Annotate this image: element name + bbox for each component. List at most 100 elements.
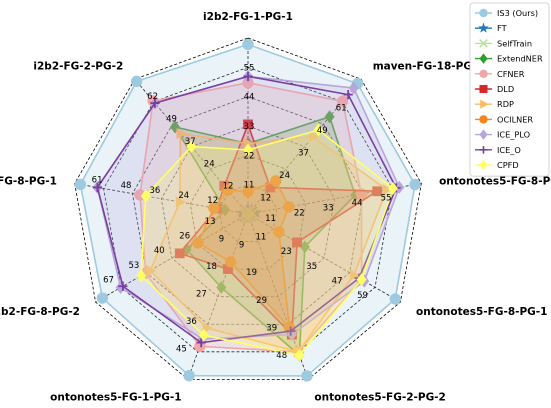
grid-ring — [160, 125, 336, 298]
data-point — [308, 131, 320, 143]
tick-label: 37 — [298, 148, 309, 158]
legend-label: FT — [497, 23, 508, 33]
tick-label: 33 — [323, 204, 334, 214]
axis-label: ontonotes5-FG-1-PG-1 — [50, 391, 181, 403]
data-point — [336, 95, 349, 107]
legend-marker — [479, 159, 488, 171]
data-point — [343, 90, 353, 100]
tick-label: 22 — [244, 151, 255, 161]
data-point — [324, 110, 335, 124]
data-point — [240, 206, 252, 218]
grid-spoke — [247, 213, 401, 303]
data-point — [273, 226, 285, 238]
tick-label: 37 — [185, 137, 196, 147]
series-selftrain — [239, 205, 258, 223]
data-point — [292, 237, 302, 248]
data-point — [356, 273, 367, 287]
grid-spoke — [74, 183, 249, 215]
axis-label: ontonotes5-FG-8-PG-2 — [439, 175, 551, 187]
legend-item: OCILNER — [475, 114, 533, 124]
data-point — [224, 256, 237, 268]
data-point — [176, 127, 187, 140]
legend-item: ICE_O — [475, 145, 521, 155]
tick-label: 40 — [154, 246, 165, 256]
data-point — [150, 98, 160, 108]
data-point — [96, 292, 109, 304]
data-point — [242, 185, 254, 198]
axis-label: i2b2-FG-8-PG-2 — [0, 306, 80, 318]
tick-label: 29 — [256, 296, 267, 306]
legend-box — [469, 2, 550, 177]
legend-item: ExtendNER — [475, 53, 543, 64]
tick-label: 11 — [244, 181, 255, 191]
legend-item: ICE_PLO — [475, 129, 530, 140]
data-point — [170, 120, 180, 134]
data-point — [243, 143, 253, 157]
series-rdp — [146, 127, 393, 358]
data-point — [130, 75, 143, 88]
data-point — [294, 348, 305, 362]
legend-label: OCILNER — [497, 114, 533, 124]
radar-series — [74, 38, 421, 382]
data-point — [286, 326, 296, 336]
legend-marker — [479, 39, 488, 48]
legend-marker — [480, 99, 489, 109]
data-point — [243, 71, 253, 81]
data-point — [192, 237, 204, 249]
data-point — [174, 248, 185, 259]
tick-label: 44 — [244, 93, 255, 103]
data-point — [409, 178, 421, 191]
legend-label: ICE_O — [497, 145, 521, 155]
data-point — [270, 175, 282, 187]
legend-label: CPFD — [497, 160, 519, 170]
data-point — [202, 322, 213, 334]
tick-label: 24 — [279, 171, 290, 181]
tick-label: 67 — [103, 276, 114, 286]
legend-item: CFNER — [475, 69, 525, 79]
data-point — [387, 181, 398, 195]
legend-item: DLD — [475, 84, 514, 94]
legend-label: CFNER — [497, 69, 525, 79]
tick-label: 33 — [244, 122, 255, 132]
data-point — [136, 269, 147, 283]
grid-ring — [74, 37, 422, 380]
tick-label: 27 — [196, 290, 207, 300]
tick-label: 12 — [260, 193, 271, 203]
tick-label: 11 — [255, 233, 266, 243]
axis-label: i2b2-FG-1-PG-1 — [203, 11, 293, 23]
legend-item: CPFD — [475, 159, 519, 171]
series-area — [139, 82, 363, 353]
tick-label: 36 — [186, 317, 197, 327]
tick-label: 55 — [381, 193, 392, 203]
tick-label: 13 — [205, 217, 216, 227]
data-point — [220, 203, 231, 217]
series-extendner — [170, 110, 361, 362]
legend-item: IS3 (Ours) — [475, 8, 538, 18]
data-point — [208, 202, 220, 214]
data-point — [140, 189, 151, 203]
tick-label: 24 — [178, 191, 189, 201]
data-point — [301, 370, 313, 382]
tick-label: 9 — [219, 235, 224, 245]
tick-label: 12 — [223, 182, 234, 192]
data-point — [186, 140, 197, 154]
data-point — [183, 370, 195, 382]
data-point — [389, 293, 401, 305]
tick-label: 12 — [207, 196, 218, 206]
series-area — [140, 129, 394, 357]
legend-marker — [479, 69, 488, 79]
data-point — [146, 264, 157, 277]
series-ice-o — [92, 71, 401, 348]
radar-labels: 11 22 33 44 55 12 24 37 49 61 11 22 33 44 55 11 23 35 47 59… — [0, 11, 551, 403]
axis-label: i2b2-FG-2-PG-2 — [33, 60, 123, 72]
tick-label: 26 — [179, 232, 190, 242]
data-point — [74, 178, 87, 191]
tick-label: 49 — [317, 126, 328, 136]
grid-ring — [218, 184, 278, 242]
legend-label: IS3 (Ours) — [497, 8, 538, 18]
data-point — [198, 328, 209, 342]
data-point — [283, 201, 295, 213]
series-area — [149, 132, 388, 353]
data-point — [242, 38, 254, 51]
